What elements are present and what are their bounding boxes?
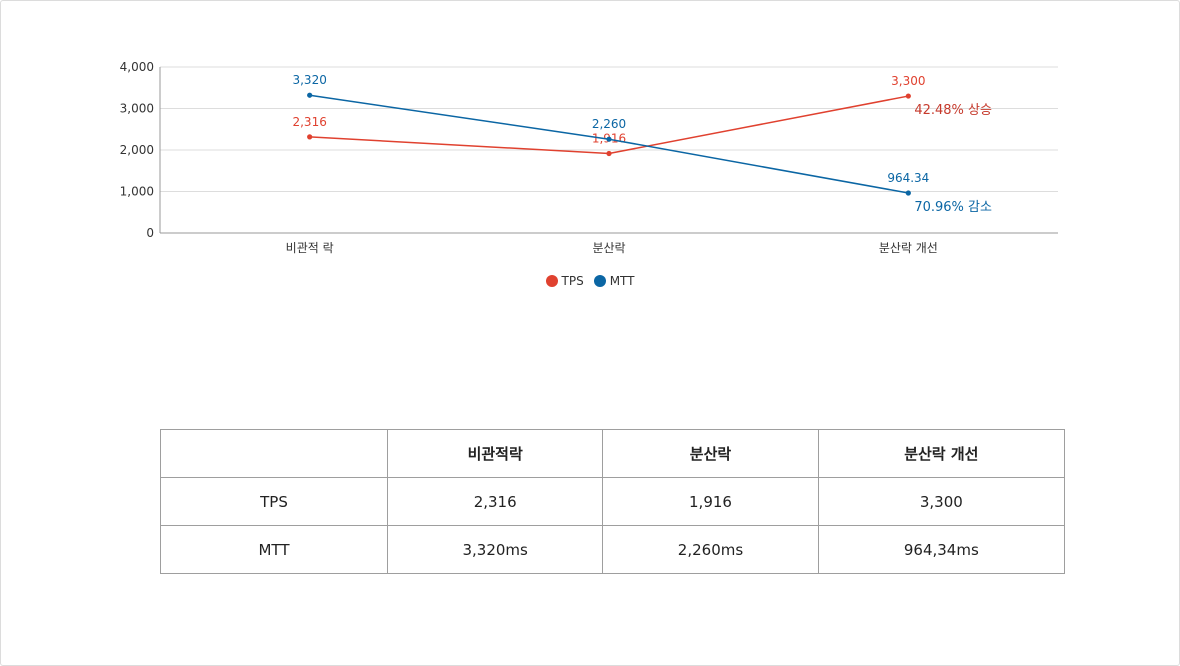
table-row-label: MTT (160, 525, 388, 574)
legend-label-tps: TPS (561, 274, 584, 288)
table-cell: 964,34ms (817, 525, 1066, 574)
data-point-mtt (307, 92, 313, 98)
y-tick-label: 1,000 (120, 185, 154, 199)
annotation-label: 42.48% 상승 (914, 103, 992, 118)
data-label-tps: 3,300 (891, 74, 925, 88)
table-cell: 2,316 (386, 477, 604, 526)
comparison-table: 비관적락 분산락 분산락 개선 TPS 2,316 1,916 3,300 MT… (160, 429, 1066, 574)
table-header-distributed-lock-improved: 분산락 개선 (817, 429, 1066, 478)
legend-swatch-mtt (593, 275, 606, 287)
legend-item-tps[interactable]: TPS (545, 274, 584, 288)
y-tick-label: 0 (146, 226, 154, 240)
data-point-tps (307, 134, 313, 140)
table-header-corner (160, 429, 388, 478)
y-tick-label: 3,000 (120, 102, 154, 116)
table-cell: 3,300 (817, 477, 1066, 526)
legend-label-mtt: MTT (609, 274, 635, 288)
data-label-mtt: 3,320 (292, 73, 326, 87)
legend-item-mtt[interactable]: MTT (593, 274, 635, 288)
legend-swatch-tps (545, 275, 558, 287)
table-cell: 3,320ms (386, 525, 604, 574)
x-tick-label: 비관적 락 (286, 241, 334, 255)
y-tick-label: 2,000 (120, 143, 154, 157)
data-point-mtt (606, 136, 612, 142)
x-tick-label: 분산락 개선 (879, 241, 938, 255)
line-chart: 0 1,000 2,000 3,000 4,000 비관적 락 분산락 분산락 개선 2,316… (120, 60, 1058, 255)
table-header-row: 비관적락 분산락 분산락 개선 (160, 429, 1066, 478)
data-point-tps (606, 150, 612, 157)
x-tick-label: 분산락 (592, 241, 625, 255)
y-tick-label: 4,000 (120, 60, 154, 74)
table-row-label: TPS (160, 477, 388, 526)
data-point-tps (905, 93, 911, 99)
data-label-tps: 2,316 (292, 115, 326, 129)
annotation-label: 70.96% 감소 (914, 200, 992, 215)
table-cell: 2,260ms (602, 525, 819, 574)
table-cell: 1,916 (602, 477, 819, 526)
data-point-mtt (905, 190, 911, 196)
table-header-pessimistic-lock: 비관적락 (386, 429, 604, 478)
data-label-mtt: 964.34 (887, 171, 929, 185)
table-row: TPS 2,316 1,916 3,300 (160, 477, 1066, 526)
table-row: MTT 3,320ms 2,260ms 964,34ms (160, 525, 1066, 574)
data-label-mtt: 2,260 (592, 117, 626, 131)
chart-legend: TPS MTT (0, 274, 1180, 288)
table-header-distributed-lock: 분산락 (602, 429, 819, 478)
